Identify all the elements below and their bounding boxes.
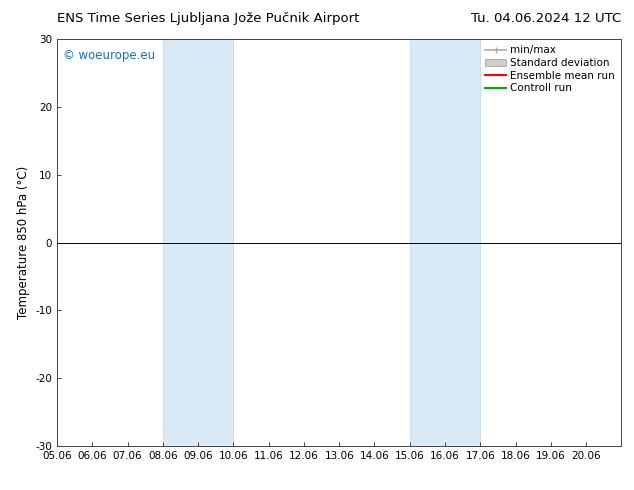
Text: ENS Time Series Ljubljana Jože Pučnik Airport: ENS Time Series Ljubljana Jože Pučnik Ai… (57, 12, 359, 25)
Text: © woeurope.eu: © woeurope.eu (63, 49, 155, 62)
Bar (410, 39, 481, 446)
Y-axis label: Temperature 850 hPa (°C): Temperature 850 hPa (°C) (16, 166, 30, 319)
Legend: min/max, Standard deviation, Ensemble mean run, Controll run: min/max, Standard deviation, Ensemble me… (481, 41, 619, 98)
Text: Tu. 04.06.2024 12 UTC: Tu. 04.06.2024 12 UTC (471, 12, 621, 25)
Bar (163, 39, 233, 446)
